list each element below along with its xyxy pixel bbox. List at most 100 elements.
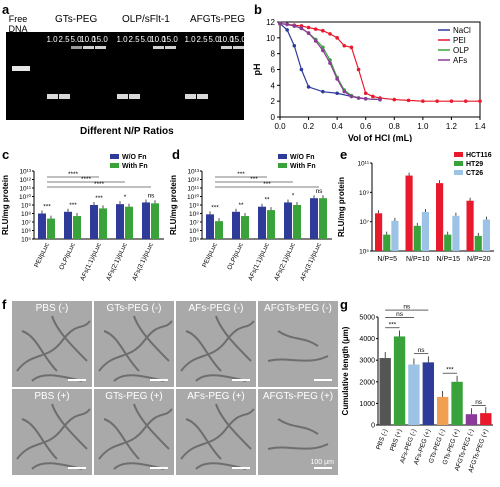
- data-point-PEI: [342, 43, 347, 48]
- bar-hct116: [436, 183, 444, 251]
- legend-label: PEI: [453, 36, 466, 45]
- x-tick-label: 1.2: [446, 122, 458, 131]
- panel-g: g 0 1000 2000 3000 4000 5000 Cumulative length…: [338, 295, 500, 482]
- tube-network: [180, 403, 255, 470]
- y-tick-label: 10⁵: [21, 237, 31, 244]
- tube-segment: [267, 355, 329, 362]
- free-dna-label: Free DNA: [8, 14, 28, 34]
- legend-label: AFs: [453, 56, 467, 65]
- y-tick-label: 4: [271, 81, 276, 90]
- tube-segment: [267, 443, 329, 450]
- data-point-PEI: [371, 94, 375, 99]
- scale-bar: [68, 379, 86, 381]
- data-point-PEI: [306, 25, 311, 30]
- tube-segment: [215, 315, 252, 362]
- y-tick-label: 10⁸: [189, 211, 199, 218]
- panel-e: e 10⁵ 10⁷ 10⁹ 10¹¹ RLU/mg protein N/P=5 N/P=10…: [336, 145, 500, 290]
- panel-label-g: g: [340, 297, 348, 312]
- data-point-NaCl: [321, 89, 325, 94]
- ph-titration-chart: 0.0 0.2 0.4 0.6 0.8 1.0 1.2 1.4 0 2 4 6 8 10 12 Vol of …: [252, 18, 486, 143]
- panel-b: b 0.0 0.2 0.4 0.6 0.8 1.0 1.2 1.4 0 2 4 6 8 10 12 Vol o…: [250, 0, 500, 143]
- tube-segment: [16, 320, 91, 372]
- gel-well-band: [95, 46, 106, 49]
- bar-ht29: [444, 234, 452, 251]
- data-point-PEI: [335, 36, 339, 40]
- category-label: OLP/pLuc: [226, 241, 245, 271]
- bar-gts-peg-: [437, 396, 449, 425]
- microscope-label: PBS (-): [35, 303, 69, 314]
- data-point-AFs: [292, 24, 297, 28]
- gel-band-migrated: [185, 94, 196, 99]
- legend-label: W/O Fn: [122, 154, 147, 161]
- bar-afs-peg-: [422, 362, 434, 425]
- bar-w-o-fn: [310, 198, 318, 239]
- tube-segment: [277, 418, 319, 435]
- legend-swatch: [454, 170, 463, 175]
- category-label: N/P=10: [406, 256, 430, 263]
- y-tick-label: 10¹¹: [357, 161, 369, 168]
- bar-w-o-fn: [206, 214, 214, 239]
- y-tick-label: 12: [266, 18, 275, 27]
- category-label: N/P=20: [467, 256, 491, 263]
- y-tick-label: 6: [271, 66, 276, 75]
- data-point-PEI: [392, 97, 397, 102]
- bar-hct116: [375, 213, 383, 251]
- significance-label: ****: [68, 171, 79, 178]
- significance-label: *: [124, 194, 127, 201]
- np-ratio-label: 2.5: [128, 35, 140, 44]
- tube-segment: [16, 408, 91, 460]
- significance-label: **: [238, 202, 244, 209]
- data-point-PEI: [421, 99, 425, 103]
- np-ratio-label: 15.0: [230, 35, 244, 44]
- bar-ct26: [482, 219, 490, 251]
- significance-label: ns: [316, 188, 324, 195]
- data-point-PEI: [313, 27, 318, 31]
- y-tick-label: 10⁷: [189, 220, 199, 227]
- bar-pbs-: [379, 358, 391, 425]
- bar-with-fn: [293, 205, 301, 239]
- microscope-image-pbs: PBS (+): [12, 389, 92, 475]
- y-tick-label: 1000: [359, 401, 375, 408]
- x-tick-label: 0.2: [303, 122, 315, 131]
- y-tick-label: 10⁸: [21, 211, 31, 218]
- tube-segment: [215, 403, 252, 450]
- category-label: AFs(1:1)/pLuc: [79, 241, 103, 282]
- y-axis-label: RLU/mg protein: [1, 175, 10, 235]
- np-ratio-label: 15.0: [162, 35, 178, 44]
- scale-bar: [68, 467, 86, 469]
- data-point-AFs: [342, 89, 347, 94]
- bar-ct26: [421, 212, 429, 251]
- y-tick-label: 10¹⁰: [19, 193, 31, 201]
- panel-label-f: f: [2, 297, 7, 312]
- data-point-AFs: [321, 48, 325, 53]
- scale-bar: [150, 379, 168, 381]
- cumulative-length-chart: 0 1000 2000 3000 4000 5000 Cumulative length (…: [341, 304, 493, 474]
- category-label: PEI/pLuc: [201, 241, 219, 269]
- data-point-AFs: [335, 77, 339, 81]
- y-tick-label: 10¹⁰: [187, 193, 199, 201]
- bar-with-fn: [47, 218, 55, 239]
- gel-well-band: [71, 46, 82, 49]
- panel-d: d 10⁵ 10⁶ 10⁷ 10⁸ 10⁹ 10¹⁰ 10¹¹ 10¹² 10¹³ RLU/mg …: [168, 145, 338, 290]
- tube-segment: [277, 330, 319, 347]
- data-point-AFs: [299, 26, 304, 31]
- tube-segment: [180, 320, 255, 372]
- data-point-AFs: [356, 96, 361, 100]
- panel-f: f PBS (-) GTs-PEG (-) AFs-PEG (-) AFGTs-PEG…: [0, 295, 338, 482]
- bar-w-o-fn: [90, 205, 98, 239]
- microscope-image-afs-peg: AFs-PEG (-): [176, 301, 256, 387]
- microscope-label: GTs-PEG (+): [105, 391, 163, 402]
- bar-afs-peg-: [408, 364, 420, 425]
- tube-network: [16, 315, 91, 382]
- x-tick-label: 0.4: [332, 122, 344, 131]
- microscope-label: PBS (+): [34, 391, 70, 402]
- y-axis-label: Cumulative length (μm): [341, 326, 350, 415]
- data-point-AFs: [306, 31, 311, 35]
- panel-a: a Free DNA GTs-PEG OLP/sFlt-1 AFGTs-PEG …: [0, 0, 246, 140]
- x-tick-label: 0.6: [360, 122, 372, 131]
- y-tick-label: 2: [271, 97, 276, 106]
- data-point-PEI: [328, 32, 332, 36]
- legend-label: CT26: [466, 170, 483, 177]
- gel-well-band: [83, 46, 94, 49]
